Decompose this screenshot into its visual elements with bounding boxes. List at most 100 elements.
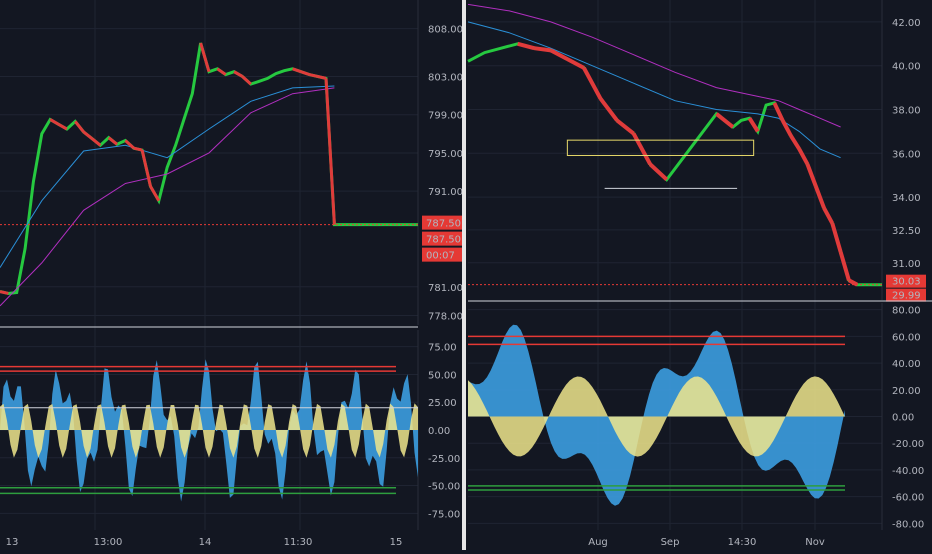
right-price-down-segment xyxy=(772,102,785,122)
left-price-tick-label: 803.00 xyxy=(428,72,463,83)
right-osc-tick-label: -60.00 xyxy=(892,493,924,504)
left-x-tick-label: 15 xyxy=(390,537,403,548)
left-osc-blue-area xyxy=(0,359,418,502)
right-series-ema-fast xyxy=(467,21,841,159)
right-price-down-segment xyxy=(715,112,735,129)
left-price-down-segment xyxy=(91,137,102,147)
right-price-down-segment xyxy=(533,46,552,53)
right-price-down-segment xyxy=(582,66,603,100)
right-series-ema-slow xyxy=(467,3,841,128)
right-osc-tick-label: 80.00 xyxy=(892,306,921,317)
left-price-tag-label: 787.50 xyxy=(426,219,461,230)
right-price-down-segment xyxy=(747,117,760,133)
left-price-down-segment xyxy=(300,70,310,76)
right-price-tick-label: 34.00 xyxy=(892,193,921,204)
right-osc-tick-label: -80.00 xyxy=(892,519,924,530)
left-osc-tick-label: 25.00 xyxy=(428,398,457,409)
right-x-tick-label: Sep xyxy=(661,537,680,548)
left-price-tag xyxy=(422,231,464,246)
right-price-down-segment xyxy=(822,207,835,225)
right-x-tick-label: Aug xyxy=(588,537,608,548)
left-price-down-segment xyxy=(133,146,143,152)
right-price-down-segment xyxy=(615,118,635,136)
left-osc-tick-label: 75.00 xyxy=(428,343,457,354)
left-price-tag xyxy=(422,215,464,230)
left-x-tick-label: 13 xyxy=(6,537,19,548)
right-price-down-segment xyxy=(780,119,793,137)
right-price-down-segment xyxy=(648,162,669,182)
left-price-tag xyxy=(422,247,464,262)
right-osc-tick-label: 40.00 xyxy=(892,359,921,370)
left-osc-tick-label: 0.00 xyxy=(428,426,450,437)
right-price-down-segment xyxy=(789,134,801,150)
right-price-down-segment xyxy=(830,222,843,253)
right-price-down-segment xyxy=(549,48,569,61)
left-osc-tick-label: -75.00 xyxy=(428,509,460,520)
left-price-tag-label: 00:07 xyxy=(426,251,455,262)
right-price-tag xyxy=(886,288,926,302)
left-price-down-segment xyxy=(57,122,68,131)
left-price-down-segment xyxy=(317,75,327,80)
left-price-tick-label: 781.00 xyxy=(428,283,463,294)
right-price-tick-label: 42.00 xyxy=(892,18,921,29)
left-series-ema-slow xyxy=(0,87,335,307)
left-osc-tick-label: -25.00 xyxy=(428,454,460,465)
left-price-down-segment xyxy=(233,70,244,78)
left-price-down-segment xyxy=(82,130,93,140)
right-price-tick-label: 31.00 xyxy=(892,259,921,270)
left-price-down-segment xyxy=(216,67,227,76)
left-price-down-segment xyxy=(324,78,336,225)
left-price-tick-label: 791.00 xyxy=(428,187,463,198)
right-price-down-segment xyxy=(566,57,585,70)
right-x-tick-label: 14:30 xyxy=(728,537,757,548)
left-price-down-segment xyxy=(107,136,118,146)
right-osc-tick-label: -40.00 xyxy=(892,466,924,477)
right-price-down-segment xyxy=(838,251,851,281)
right-price-tag xyxy=(886,274,926,288)
right-osc-tick-label: -20.00 xyxy=(892,439,924,450)
chart-panel-divider xyxy=(462,0,466,550)
left-price-tick-label: 799.00 xyxy=(428,111,463,122)
right-price-tag-label: 30.03 xyxy=(892,277,921,288)
left-series-ema-fast xyxy=(0,85,335,268)
right-price-down-segment xyxy=(517,41,535,51)
right-osc-tick-label: 60.00 xyxy=(892,332,921,343)
right-osc-blue-area xyxy=(468,324,845,506)
left-x-tick-label: 11:30 xyxy=(284,537,313,548)
right-price-down-segment xyxy=(805,163,818,187)
left-osc-yellow-area xyxy=(0,403,418,458)
right-price-down-segment xyxy=(813,185,826,209)
left-price-down-segment xyxy=(0,290,9,295)
left-price-down-segment xyxy=(140,149,152,187)
right-price-tick-label: 40.00 xyxy=(892,62,921,73)
right-price-down-segment xyxy=(797,147,810,166)
left-osc-tick-label: 50.00 xyxy=(428,370,457,381)
right-x-tick-label: Nov xyxy=(805,537,825,548)
right-price-down-segment xyxy=(631,132,652,166)
right-price-tag-label: 29.99 xyxy=(892,291,921,302)
left-price-tick-label: 795.00 xyxy=(428,149,463,160)
left-price-down-segment xyxy=(74,120,85,133)
left-x-tick-label: 13:00 xyxy=(94,537,123,548)
right-osc-tick-label: 20.00 xyxy=(892,386,921,397)
right-price-down-segment xyxy=(598,97,619,122)
left-price-down-segment xyxy=(199,42,211,73)
left-price-down-segment xyxy=(292,67,302,74)
right-range-box xyxy=(566,139,755,156)
right-osc-tick-label: 0.00 xyxy=(892,413,914,424)
left-price-down-segment xyxy=(149,185,161,202)
right-price-tick-label: 32.50 xyxy=(892,226,921,237)
left-price-down-segment xyxy=(308,73,319,78)
left-price-down-segment xyxy=(49,118,60,126)
right-price-down-segment xyxy=(847,278,859,287)
left-price-tag-label: 787.50 xyxy=(426,235,461,246)
right-price-tick-label: 36.00 xyxy=(892,149,921,160)
left-price-tick-label: 808.00 xyxy=(428,25,463,36)
left-price-down-segment xyxy=(241,75,252,86)
left-price-tick-label: 778.00 xyxy=(428,311,463,322)
right-price-tick-label: 38.00 xyxy=(892,105,921,116)
left-osc-tick-label: -50.00 xyxy=(428,482,460,493)
right-osc-yellow-area xyxy=(468,376,845,457)
